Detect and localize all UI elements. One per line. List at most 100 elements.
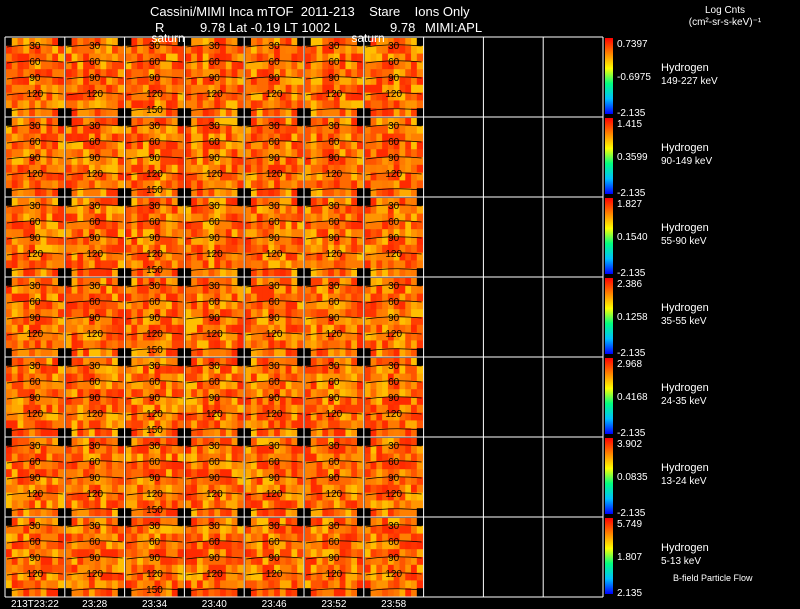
image-pixel xyxy=(285,438,292,447)
image-pixel xyxy=(131,260,138,269)
contour-line xyxy=(66,396,123,400)
image-pixel xyxy=(382,445,389,454)
image-pixel xyxy=(100,461,107,470)
angle-tick-label: 120 xyxy=(385,489,402,500)
image-pixel xyxy=(339,500,346,509)
image-pixel xyxy=(405,484,412,493)
image-pixel xyxy=(46,61,53,70)
image-pixel xyxy=(214,404,221,413)
image-pixel xyxy=(357,428,364,437)
image-pixel xyxy=(393,500,400,509)
image-pixel xyxy=(71,500,78,509)
image-pixel xyxy=(100,180,107,189)
image-pixel xyxy=(131,188,138,197)
image-pixel xyxy=(148,198,155,207)
image-pixel xyxy=(40,69,47,78)
angle-tick-label: 120 xyxy=(266,329,283,340)
image-pixel xyxy=(88,557,96,566)
image-pixel xyxy=(94,508,101,517)
image-pixel xyxy=(58,198,65,207)
image-pixel xyxy=(88,252,96,261)
image-pixel xyxy=(262,77,269,86)
image-pixel xyxy=(65,453,72,462)
image-pixel xyxy=(106,557,113,566)
image-pixel xyxy=(154,518,161,527)
image-pixel xyxy=(237,84,244,93)
image-pixel xyxy=(117,84,124,93)
image-pixel xyxy=(250,205,258,214)
image-pixel xyxy=(196,484,204,493)
image-pixel xyxy=(11,348,18,357)
image-pixel xyxy=(71,397,78,406)
image-pixel xyxy=(214,412,221,421)
image-pixel xyxy=(220,237,227,246)
image-pixel xyxy=(305,84,312,93)
image-pixel xyxy=(58,205,65,214)
image-pixel xyxy=(339,453,346,462)
image-pixel xyxy=(196,84,204,93)
image-pixel xyxy=(83,324,90,333)
image-pixel xyxy=(305,108,312,117)
image-pixel xyxy=(256,157,263,166)
image-pixel xyxy=(250,45,258,54)
image-pixel xyxy=(171,268,179,277)
image-pixel xyxy=(387,461,395,470)
image-pixel xyxy=(274,373,281,382)
image-pixel xyxy=(166,588,173,597)
image-pixel xyxy=(106,244,113,253)
contour-line xyxy=(186,316,243,320)
contour-line xyxy=(126,300,183,304)
image-pixel xyxy=(297,205,304,214)
image-pixel xyxy=(202,420,209,429)
image-pixel xyxy=(83,358,90,367)
image-pixel xyxy=(297,484,304,493)
image-pixel xyxy=(177,348,184,357)
contour-line xyxy=(66,508,123,512)
image-pixel xyxy=(46,564,53,573)
image-pixel xyxy=(23,492,30,501)
angle-tick-label: 30 xyxy=(29,521,41,532)
image-pixel xyxy=(94,541,101,550)
image-pixel xyxy=(262,38,269,47)
image-pixel xyxy=(131,237,138,246)
image-pixel xyxy=(77,428,84,437)
image-pixel xyxy=(23,533,30,542)
image-pixel xyxy=(131,77,138,86)
image-pixel xyxy=(268,252,275,261)
image-pixel xyxy=(339,332,346,341)
image-pixel xyxy=(237,133,244,142)
image-pixel xyxy=(387,198,395,207)
contour-line xyxy=(6,428,63,432)
image-pixel xyxy=(94,358,101,367)
image-pixel xyxy=(94,172,101,181)
image-pixel xyxy=(23,69,30,78)
image-pixel xyxy=(387,180,395,189)
image-pixel xyxy=(345,118,352,127)
image-pixel xyxy=(322,229,329,238)
image-pixel xyxy=(393,358,400,367)
image-pixel xyxy=(274,77,281,86)
image-pixel xyxy=(40,389,47,398)
image-pixel xyxy=(52,525,59,534)
angle-tick-label: 60 xyxy=(328,137,340,148)
contour-line xyxy=(186,156,243,160)
image-pixel xyxy=(364,358,371,367)
image-pixel xyxy=(364,309,371,318)
image-pixel xyxy=(237,309,244,318)
image-pixel xyxy=(177,484,184,493)
image-pixel xyxy=(237,77,244,86)
image-pixel xyxy=(125,260,132,269)
image-pixel xyxy=(256,404,263,413)
image-pixel xyxy=(382,221,389,230)
image-pixel xyxy=(6,198,13,207)
image-pixel xyxy=(177,508,184,517)
image-pixel xyxy=(100,348,107,357)
image-pixel xyxy=(154,125,161,134)
angle-tick-label: 120 xyxy=(27,409,44,420)
image-pixel xyxy=(40,133,47,142)
image-pixel xyxy=(131,564,138,573)
image-pixel xyxy=(58,301,65,310)
contour-line xyxy=(126,396,183,400)
image-pixel xyxy=(106,172,113,181)
